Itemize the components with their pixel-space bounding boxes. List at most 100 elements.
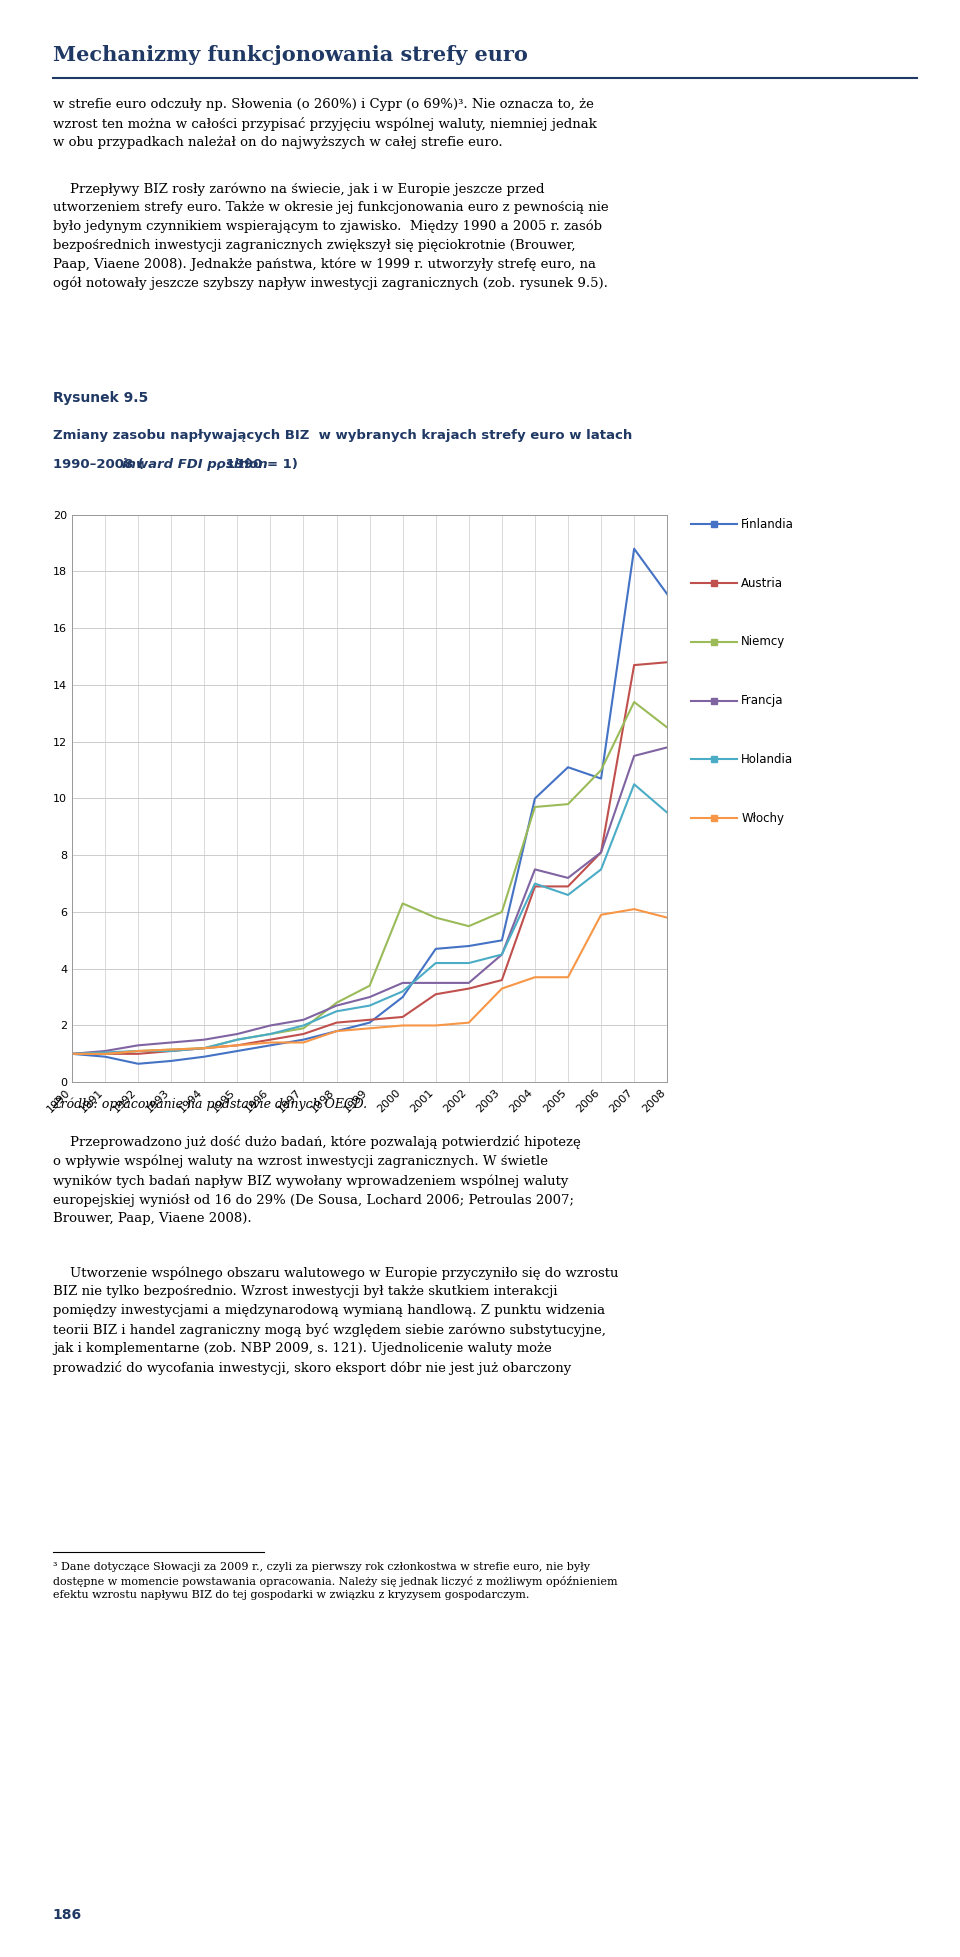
Finlandia	[563, 755, 574, 779]
Niemcy	[430, 906, 442, 930]
Włochy	[132, 1039, 144, 1063]
Niemcy	[463, 914, 474, 937]
Francja	[629, 744, 640, 767]
Niemcy	[563, 793, 574, 816]
Holandia	[231, 1027, 243, 1051]
Włochy	[298, 1031, 309, 1055]
Text: w strefie euro odczuły np. Słowenia (o 260%) i Cypr (o 69%)³. Nie oznacza to, że: w strefie euro odczuły np. Słowenia (o 2…	[53, 98, 597, 149]
Holandia	[661, 800, 673, 824]
Text: Austria: Austria	[741, 577, 783, 589]
Line: Włochy: Włochy	[72, 910, 667, 1053]
Finlandia	[199, 1045, 210, 1069]
Line: Holandia: Holandia	[72, 785, 667, 1053]
Austria	[331, 1012, 343, 1035]
Austria	[595, 842, 607, 865]
Text: Utworzenie wspólnego obszaru walutowego w Europie przyczyniło się do wzrostu
BIZ: Utworzenie wspólnego obszaru walutowego …	[53, 1266, 618, 1376]
Finlandia	[132, 1053, 144, 1076]
Austria	[661, 650, 673, 673]
Francja	[265, 1014, 276, 1037]
Francja	[165, 1031, 177, 1055]
Niemcy	[629, 691, 640, 714]
Finlandia	[595, 767, 607, 791]
Holandia	[396, 980, 408, 1004]
Francja	[563, 867, 574, 890]
Finlandia	[99, 1045, 110, 1069]
Holandia	[563, 883, 574, 906]
Holandia	[99, 1041, 110, 1065]
Niemcy	[99, 1041, 110, 1065]
Finlandia	[165, 1049, 177, 1072]
Finlandia	[496, 928, 508, 951]
Niemcy	[231, 1027, 243, 1051]
Text: Niemcy: Niemcy	[741, 636, 785, 648]
Włochy	[463, 1012, 474, 1035]
Francja	[661, 736, 673, 759]
Line: Austria: Austria	[72, 661, 667, 1053]
Austria	[265, 1027, 276, 1051]
Niemcy	[66, 1041, 78, 1065]
Niemcy	[132, 1039, 144, 1063]
Austria	[298, 1022, 309, 1045]
Text: , 1990 = 1): , 1990 = 1)	[216, 458, 298, 472]
Niemcy	[364, 975, 375, 998]
Niemcy	[529, 795, 540, 818]
Niemcy	[199, 1037, 210, 1061]
Text: Źródło: opracowanie na podstawie danych OECD.: Źródło: opracowanie na podstawie danych …	[53, 1096, 368, 1112]
Holandia	[265, 1022, 276, 1045]
Holandia	[132, 1039, 144, 1063]
Holandia	[364, 994, 375, 1018]
Włochy	[165, 1037, 177, 1061]
Text: Przeprowadzono już dość dużo badań, które pozwalają potwierdzić hipotezę
o wpływ: Przeprowadzono już dość dużo badań, któr…	[53, 1135, 581, 1225]
Francja	[99, 1039, 110, 1063]
Austria	[563, 875, 574, 898]
Line: Francja: Francja	[72, 748, 667, 1053]
Holandia	[331, 1000, 343, 1024]
Francja	[595, 842, 607, 865]
Finlandia	[529, 787, 540, 810]
Niemcy	[298, 1016, 309, 1039]
Text: Finlandia: Finlandia	[741, 519, 794, 530]
Austria	[496, 969, 508, 992]
Włochy	[331, 1020, 343, 1043]
Niemcy	[396, 892, 408, 916]
Text: Mechanizmy funkcjonowania strefy euro: Mechanizmy funkcjonowania strefy euro	[53, 45, 528, 65]
Francja	[132, 1033, 144, 1057]
Holandia	[298, 1014, 309, 1037]
Finlandia	[661, 583, 673, 607]
Text: Rysunek 9.5: Rysunek 9.5	[53, 391, 148, 405]
Holandia	[629, 773, 640, 796]
Finlandia	[396, 984, 408, 1010]
Francja	[430, 971, 442, 994]
Holandia	[463, 951, 474, 975]
Francja	[364, 984, 375, 1010]
Włochy	[99, 1041, 110, 1065]
Text: 186: 186	[53, 1908, 82, 1922]
Text: inward FDI position: inward FDI position	[122, 458, 268, 472]
Text: ³ Dane dotyczące Słowacji za 2009 r., czyli za pierwszy rok członkostwa w strefi: ³ Dane dotyczące Słowacji za 2009 r., cz…	[53, 1562, 617, 1601]
Włochy	[563, 965, 574, 988]
Francja	[298, 1008, 309, 1031]
Text: Przepływy BIZ rosły zarówno na świecie, jak i w Europie jeszcze przed
utworzenie: Przepływy BIZ rosły zarówno na świecie, …	[53, 182, 609, 290]
Austria	[629, 654, 640, 677]
Włochy	[364, 1016, 375, 1039]
Niemcy	[661, 716, 673, 740]
Finlandia	[430, 937, 442, 961]
Finlandia	[231, 1039, 243, 1063]
Text: Zmiany zasobu napływających BIZ  w wybranych krajach strefy euro w latach: Zmiany zasobu napływających BIZ w wybran…	[53, 429, 632, 442]
Francja	[463, 971, 474, 994]
Austria	[463, 977, 474, 1000]
Włochy	[629, 898, 640, 922]
Text: Włochy: Włochy	[741, 812, 784, 824]
Austria	[66, 1041, 78, 1065]
Finlandia	[66, 1041, 78, 1065]
Niemcy	[165, 1037, 177, 1061]
Francja	[331, 994, 343, 1018]
Holandia	[595, 857, 607, 881]
Text: Holandia: Holandia	[741, 753, 793, 765]
Austria	[396, 1006, 408, 1029]
Finlandia	[629, 536, 640, 560]
Austria	[199, 1037, 210, 1061]
Włochy	[496, 977, 508, 1000]
Włochy	[595, 902, 607, 926]
Niemcy	[265, 1022, 276, 1045]
